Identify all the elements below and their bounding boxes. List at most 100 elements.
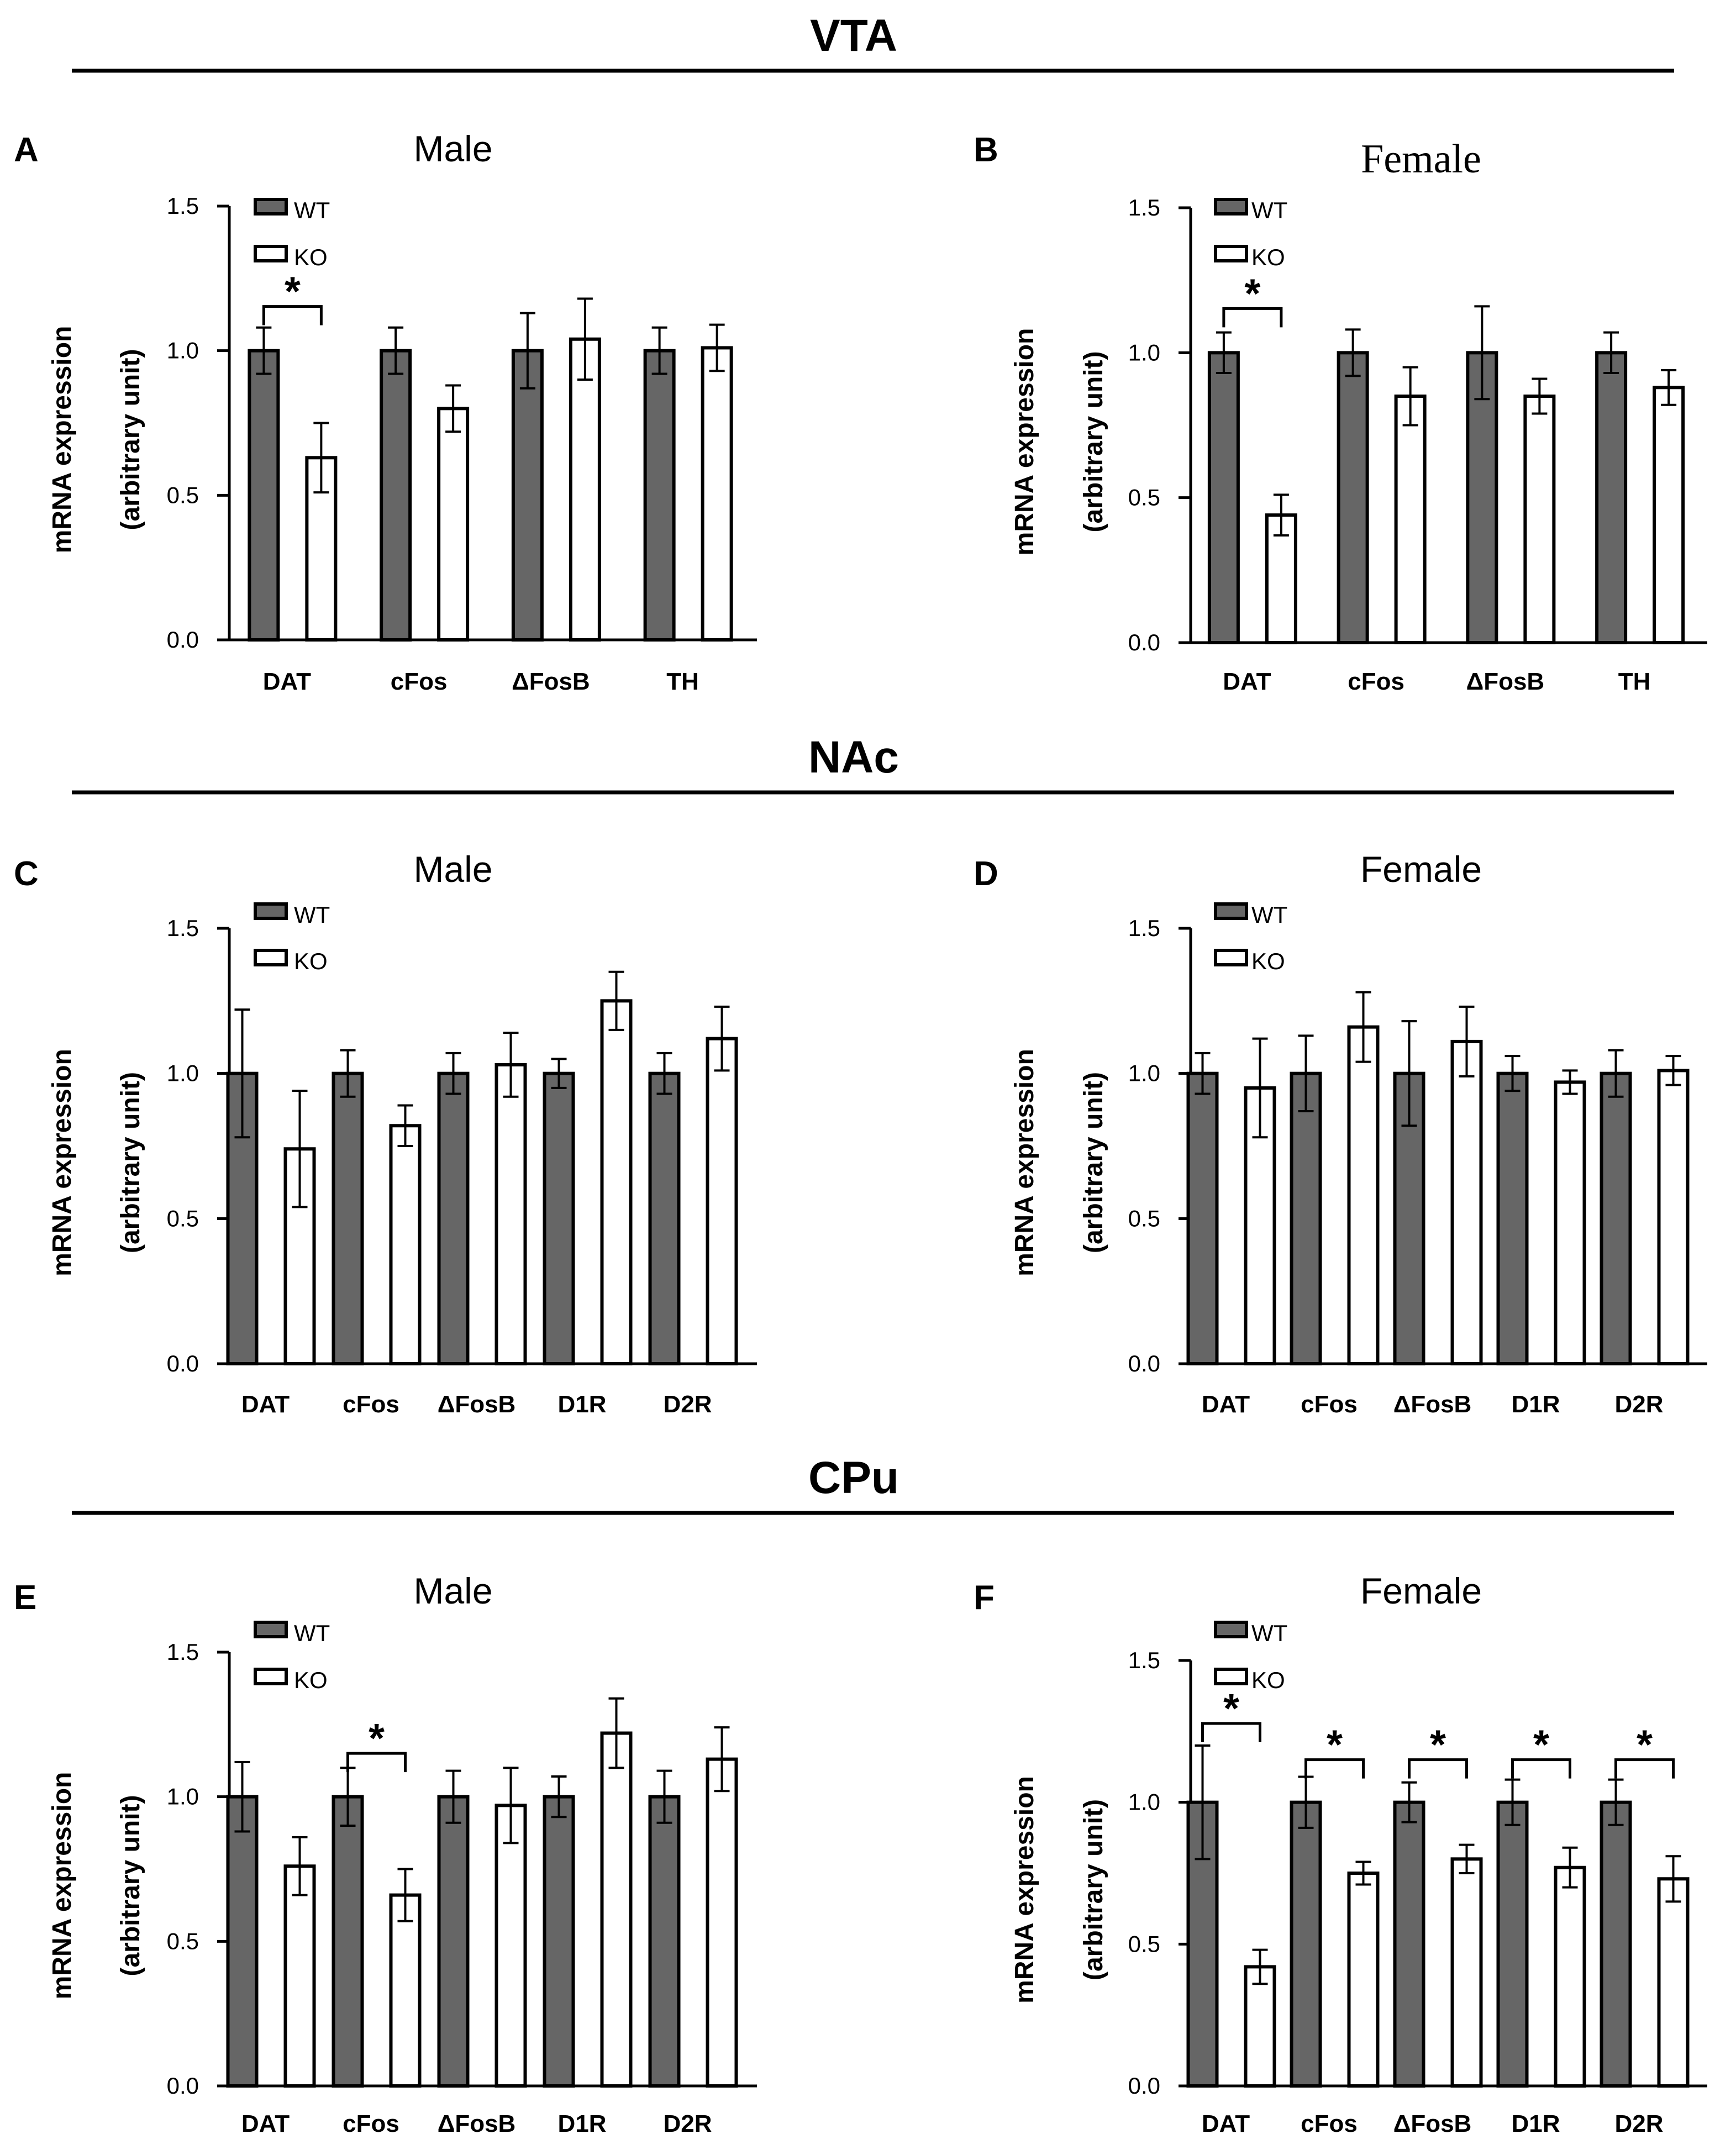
bar-wt-cfos [1290, 1071, 1322, 1365]
y-tick-label: 0.5 [167, 1928, 199, 1954]
legend-label-ko: KO [294, 948, 328, 974]
bar-ko-fosb [569, 337, 601, 642]
legend-swatch-wt [254, 198, 288, 215]
y-tick-label: 0.0 [167, 1350, 199, 1376]
bar-wt-cfos [1337, 351, 1369, 644]
y-tick-label: 1.0 [1128, 1060, 1160, 1086]
panel-letter: A [14, 131, 39, 169]
panel-letter: B [974, 131, 998, 169]
legend-label-ko: KO [294, 1667, 328, 1693]
y-axis-label-unit: (arbitrary unit) [1079, 1072, 1108, 1253]
y-tick-label: 0.0 [1128, 2073, 1160, 2099]
panel-title: Male [413, 128, 492, 169]
significance-star: * [1223, 1685, 1239, 1731]
bar-ko-fosb [1450, 1857, 1483, 2088]
panel-title: Female [1360, 849, 1482, 890]
y-tick-label: 0.5 [1128, 485, 1160, 511]
legend-label-wt: WT [1251, 1620, 1287, 1646]
x-category-label: DAT [1223, 668, 1271, 695]
y-tick-label: 1.5 [1128, 1647, 1160, 1673]
section-vta: VTA [72, 10, 1674, 73]
bar-wt-th [1595, 351, 1628, 644]
bar-wt-d1r [1496, 1800, 1529, 2088]
y-tick-label: 1.0 [167, 338, 199, 364]
x-category-label: TH [666, 668, 699, 695]
panel-e: E Male mRNA expression (arbitrary unit) 0.0 0… [14, 1570, 757, 2134]
bar-wt-dat [1207, 351, 1240, 644]
panel-title: Female [1360, 1570, 1482, 1611]
y-axis-label: mRNA expression [1010, 1776, 1039, 2004]
legend-swatch-wt [1214, 198, 1248, 215]
panel-b: B Female mRNA expression (arbitrary unit) 0.… [974, 131, 1707, 695]
legend-label-ko: KO [1251, 1667, 1285, 1693]
x-category-label: cFos [1301, 2110, 1358, 2134]
x-category-label: ΔFosB [512, 668, 590, 695]
bar-wt-fosb [1466, 351, 1498, 644]
significance-bracket [1511, 1758, 1571, 1779]
bar-ko-d2r [706, 1757, 738, 2088]
y-tick-label: 0.0 [1128, 1350, 1160, 1376]
legend-swatch-wt [254, 1621, 288, 1638]
bar-wt-cfos [1290, 1800, 1322, 2088]
significance-bracket [1408, 1758, 1468, 1779]
legend-swatch-ko [254, 1668, 288, 1685]
section-title: NAc [808, 732, 899, 782]
x-category-label: ΔFosB [1466, 668, 1545, 695]
section-nac: NAc [72, 732, 1674, 795]
section-title: CPu [808, 1453, 899, 1503]
y-tick-label: 0.0 [167, 2073, 199, 2099]
section-cpu: CPu [72, 1453, 1674, 1515]
significance-star: * [1533, 1722, 1549, 1768]
bar-ko-cfos [389, 1124, 422, 1366]
bar-wt-fosb [437, 1795, 470, 2088]
x-category-label: ΔFosB [1393, 1391, 1472, 1418]
y-tick-label: 0.5 [1128, 1931, 1160, 1957]
y-tick-label: 0.5 [167, 482, 199, 508]
significance-star: * [369, 1715, 385, 1761]
bar-wt-d2r [648, 1795, 681, 2088]
panel-title: Male [413, 1570, 492, 1611]
bar-wt-cfos [332, 1071, 364, 1365]
y-axis-label-unit: (arbitrary unit) [116, 1072, 145, 1253]
y-axis-label: mRNA expression [48, 1049, 77, 1276]
bar-wt-dat [248, 349, 280, 642]
panel-d: D Female mRNA expression (arbitrary unit) 0.… [974, 849, 1707, 1418]
x-category-label: D2R [663, 2110, 712, 2134]
legend-label-wt: WT [294, 902, 330, 928]
y-axis-label: mRNA expression [1010, 328, 1039, 556]
x-category-label: D2R [663, 1391, 712, 1418]
y-axis-label: mRNA expression [48, 326, 77, 554]
bar-ko-cfos [437, 407, 470, 642]
y-tick-label: 0.0 [167, 627, 199, 653]
y-tick-label: 1.5 [1128, 915, 1160, 941]
legend-label-ko: KO [1251, 948, 1285, 974]
x-category-label: cFos [1301, 1391, 1358, 1418]
bar-wt-d1r [1496, 1071, 1529, 1365]
bar-wt-dat [226, 1071, 259, 1365]
significance-star: * [1244, 270, 1260, 316]
x-category-label: ΔFosB [438, 1391, 516, 1418]
significance-bracket [262, 305, 323, 325]
panel-a: A Male mRNA expression (arbitrary unit) 0.0 0… [14, 128, 757, 695]
panel-letter: D [974, 855, 998, 893]
significance-bracket [1201, 1722, 1261, 1742]
significance-star: * [1430, 1722, 1446, 1768]
y-tick-label: 0.5 [167, 1205, 199, 1231]
bar-ko-fosb [1523, 395, 1556, 644]
bar-ko-d2r [706, 1037, 738, 1366]
significance-bracket [1304, 1758, 1365, 1779]
bar-wt-fosb [1393, 1800, 1425, 2088]
bar-ko-fosb [1450, 1039, 1483, 1365]
significance-star: * [1327, 1722, 1343, 1768]
significance-bracket [346, 1752, 407, 1773]
legend-label-wt: WT [1251, 902, 1287, 928]
x-category-label: cFos [1348, 668, 1404, 695]
y-axis-label-unit: (arbitrary unit) [116, 349, 145, 530]
y-axis-label-unit: (arbitrary unit) [1079, 1799, 1108, 1980]
bar-wt-cfos [380, 349, 412, 642]
bar-wt-dat [226, 1795, 259, 2088]
bar-ko-d1r [600, 999, 633, 1366]
x-category-label: D1R [1511, 2110, 1560, 2134]
x-category-label: D2R [1614, 2110, 1663, 2134]
bar-ko-cfos [1347, 1872, 1380, 2088]
